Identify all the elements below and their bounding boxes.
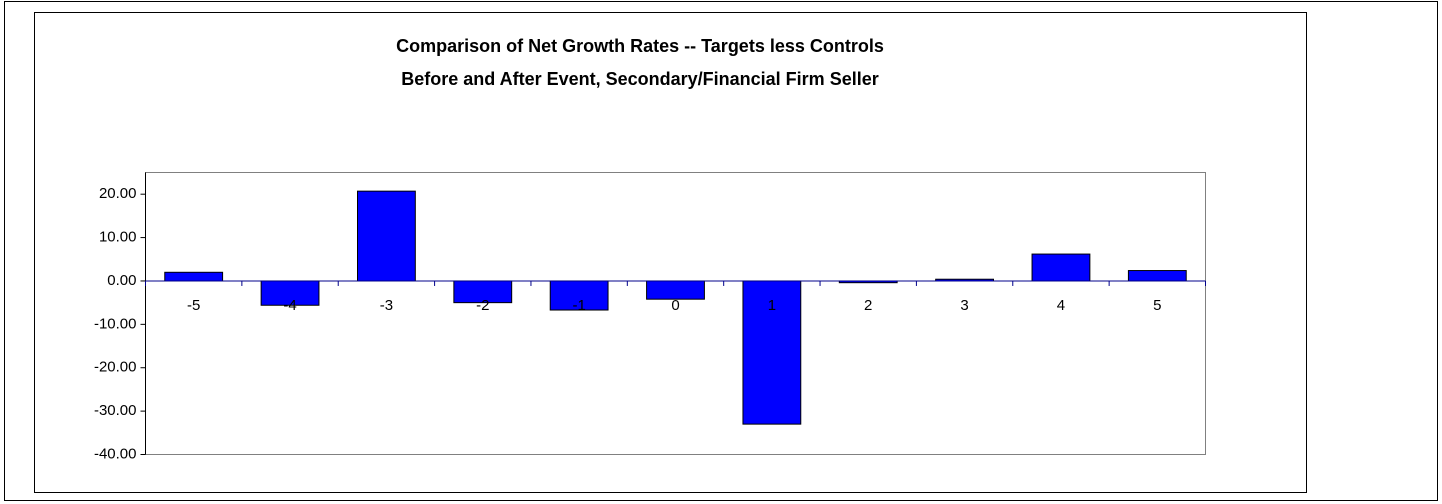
chart-title: Comparison of Net Growth Rates -- Target… [396, 36, 884, 56]
outer-border [4, 1, 1438, 501]
x-tick-label: 3 [960, 297, 968, 314]
y-tick-label: -10.00 [94, 315, 137, 332]
bar [260, 280, 320, 306]
bar [357, 190, 416, 282]
x-tick-label: 5 [1153, 297, 1161, 314]
x-tick-label: 1 [768, 297, 776, 314]
y-tick-label: 0.00 [107, 272, 136, 289]
x-tick-label: -4 [283, 297, 296, 314]
x-tick-label: 4 [1057, 297, 1065, 314]
bar [164, 271, 224, 282]
bar [1127, 270, 1187, 282]
x-tick-label: -3 [380, 297, 393, 314]
y-tick-label: -40.00 [94, 445, 137, 462]
y-tick-label: 20.00 [99, 185, 137, 202]
x-tick-label: 0 [671, 297, 679, 314]
x-tick-label: 2 [864, 297, 872, 314]
y-tick-label: -20.00 [94, 359, 137, 376]
x-tick-label: -1 [572, 297, 585, 314]
bar [1031, 253, 1091, 282]
x-tick-label: -2 [476, 297, 489, 314]
chart-area [34, 12, 1307, 493]
y-tick-label: -30.00 [94, 402, 137, 419]
y-tick-label: 10.00 [99, 229, 137, 246]
x-tick-label: -5 [187, 297, 200, 314]
chart-subtitle: Before and After Event, Secondary/Financ… [401, 69, 878, 89]
